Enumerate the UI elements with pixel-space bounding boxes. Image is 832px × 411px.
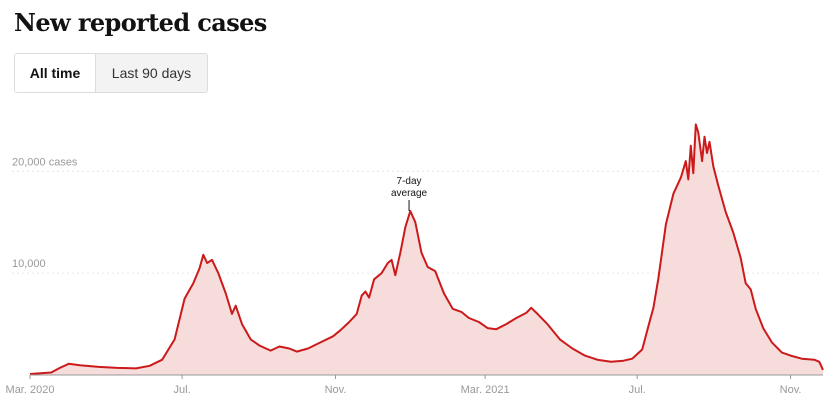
x-tick-label: Mar. 2021 [461, 384, 510, 396]
x-tick-label: Mar. 2020 [6, 384, 55, 396]
all-time-button[interactable]: All time [15, 54, 95, 92]
y-tick-label: 20,000 cases [12, 156, 78, 168]
x-tick-label: Jul. [629, 384, 646, 396]
y-axis-ticks: 10,000 20,000 cases [12, 156, 78, 270]
cases-line [29, 123, 824, 375]
annotation-line-1: 7-day [397, 176, 422, 187]
x-axis-ticks: Mar. 2020 Jul. Nov. Mar. 2021 Jul. Nov. [6, 375, 802, 396]
seven-day-average-annotation: 7-day average [391, 176, 428, 212]
x-tick-label: Nov. [325, 384, 347, 396]
x-tick-label: Nov. [780, 384, 802, 396]
time-range-toggle: All time Last 90 days [14, 53, 208, 93]
y-tick-label: 10,000 [12, 258, 46, 270]
x-tick-label: Jul. [174, 384, 191, 396]
annotation-line-2: average [391, 188, 428, 199]
page-title: New reported cases [14, 8, 267, 37]
last-90-days-button[interactable]: Last 90 days [95, 54, 207, 92]
cases-area [30, 124, 823, 376]
